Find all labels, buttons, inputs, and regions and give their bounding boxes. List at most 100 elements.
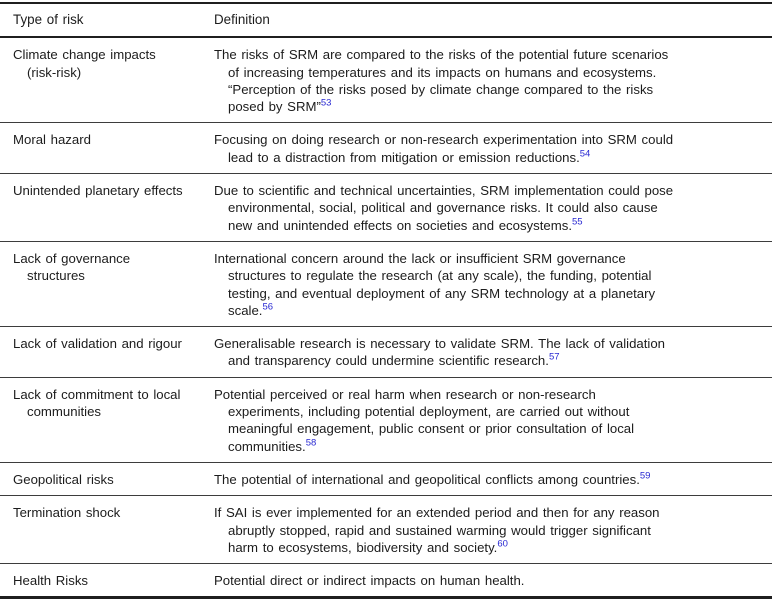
risk-type-text: Lack of governance (13, 250, 131, 266)
definition-cell: The potential of international and geopo… (214, 471, 772, 488)
definition-text: posed by SRM” (228, 99, 321, 115)
definition-text: Due to scientific and technical uncertai… (214, 183, 674, 199)
table-body: Climate change impacts (risk-risk) The ris… (0, 38, 772, 596)
definition-line: posed by SRM”53 (214, 98, 760, 115)
definition-line: harm to ecosystems, biodiversity and soc… (214, 539, 760, 556)
definition-line: lead to a distraction from mitigation or… (214, 149, 760, 166)
definition-line: International concern around the lack or… (214, 250, 760, 267)
definition-line: Potential perceived or real harm when re… (214, 386, 760, 403)
definition-line: The potential of international and geopo… (214, 471, 760, 488)
definition-text: Focusing on doing research or non-resear… (214, 132, 674, 148)
risk-type-line: (risk-risk) (13, 64, 208, 81)
definition-line: Focusing on doing research or non-resear… (214, 131, 760, 148)
risk-type-line: Lack of commitment to local (13, 386, 208, 403)
definition-line: and transparency could undermine scienti… (214, 352, 760, 369)
definition-text: testing, and eventual deployment of any … (228, 285, 656, 301)
definition-line: abruptly stopped, rapid and sustained wa… (214, 522, 760, 539)
reference-superscript: 60 (497, 538, 508, 550)
definition-text: “Perception of the risks posed by climat… (228, 81, 654, 97)
definition-cell: The risks of SRM are compared to the ris… (214, 46, 772, 115)
column-header-definition: Definition (214, 11, 772, 28)
risk-type-text: Lack of commitment to local (13, 386, 181, 402)
risk-type-line: Geopolitical risks (13, 471, 208, 488)
definition-text: Generalisable research is necessary to v… (214, 336, 666, 352)
definition-text: environmental, social, political and gov… (228, 200, 658, 216)
risk-type-cell: Climate change impacts (risk-risk) (0, 46, 214, 81)
definition-cell: Due to scientific and technical uncertai… (214, 182, 772, 234)
risk-type-text: Unintended planetary effects (13, 183, 183, 199)
definition-line: new and unintended effects on societies … (214, 217, 760, 234)
definition-line: experiments, including potential deploym… (214, 403, 760, 420)
table-row: Termination shock If SAI is ever implemen… (0, 495, 772, 563)
risk-type-text: communities (27, 404, 102, 420)
risk-type-cell: Lack of commitment to local communities (0, 386, 214, 421)
risk-type-cell: Geopolitical risks (0, 471, 214, 488)
definition-cell: Generalisable research is necessary to v… (214, 335, 772, 370)
definition-text: If SAI is ever implemented for an extend… (214, 505, 660, 521)
table-row: Lack of validation and rigour Generalisab… (0, 326, 772, 377)
reference-superscript: 59 (639, 470, 651, 482)
definition-text: experiments, including potential deploym… (228, 404, 630, 420)
risk-type-line: Unintended planetary effects (13, 182, 208, 199)
definition-text: scale. (228, 302, 263, 318)
table-header-row: Type of risk Definition (0, 4, 772, 39)
definition-line: Due to scientific and technical uncertai… (214, 182, 760, 199)
risk-type-cell: Lack of validation and rigour (0, 335, 214, 352)
table-row: Geopolitical risks The potential of inter… (0, 461, 772, 495)
definition-text: and transparency could undermine scienti… (228, 353, 549, 369)
definition-text: new and unintended effects on societies … (228, 217, 572, 233)
definition-cell: Potential direct or indirect impacts on … (214, 572, 772, 589)
definition-text: International concern around the lack or… (214, 250, 626, 266)
definition-text: communities. (228, 438, 306, 454)
risk-type-line: structures (13, 267, 208, 284)
definition-cell: If SAI is ever implemented for an extend… (214, 504, 772, 556)
table-row: Lack of commitment to local communities Po… (0, 376, 772, 462)
risk-type-cell: Lack of governance structures (0, 250, 214, 285)
risk-type-text: Geopolitical risks (13, 471, 114, 487)
definition-line: of increasing temperatures and its impac… (214, 64, 760, 81)
definition-line: “Perception of the risks posed by climat… (214, 81, 760, 98)
table-row: Lack of governance structures Internationa… (0, 240, 772, 326)
definition-line: If SAI is ever implemented for an extend… (214, 504, 760, 521)
definition-line: Generalisable research is necessary to v… (214, 335, 760, 352)
reference-superscript: 57 (548, 352, 560, 364)
risk-type-line: Health Risks (13, 572, 208, 589)
table-row: Moral hazard Focusing on doing research o… (0, 122, 772, 173)
column-header-label: Type of risk (13, 12, 84, 27)
definition-line: scale.56 (214, 302, 760, 319)
risk-type-text: Moral hazard (13, 132, 91, 148)
definition-line: Potential direct or indirect impacts on … (214, 572, 760, 589)
definition-line: structures to regulate the research (at … (214, 267, 760, 284)
risk-type-line: Lack of validation and rigour (13, 335, 208, 352)
risk-type-text: Health Risks (13, 573, 89, 589)
definition-text: harm to ecosystems, biodiversity and soc… (228, 539, 498, 555)
definition-line: environmental, social, political and gov… (214, 199, 760, 216)
risk-type-line: communities (13, 403, 208, 420)
reference-superscript: 55 (571, 216, 583, 228)
risk-type-text: Termination shock (13, 505, 121, 521)
definition-line: communities.58 (214, 438, 760, 455)
column-header-type-of-risk: Type of risk (0, 11, 214, 28)
column-header-label: Definition (214, 12, 270, 27)
definition-line: testing, and eventual deployment of any … (214, 285, 760, 302)
risk-type-cell: Unintended planetary effects (0, 182, 214, 199)
definition-cell: International concern around the lack or… (214, 250, 772, 319)
risk-type-text: (risk-risk) (27, 64, 82, 80)
reference-superscript: 53 (320, 97, 332, 109)
table-row: Unintended planetary effects Due to scien… (0, 173, 772, 241)
definition-text: Potential perceived or real harm when re… (214, 386, 596, 402)
risk-type-text: Climate change impacts (13, 47, 156, 63)
definition-line: meaningful engagement, public consent or… (214, 420, 760, 437)
definition-text: meaningful engagement, public consent or… (228, 421, 635, 437)
risk-type-line: Lack of governance (13, 250, 208, 267)
definition-text: The potential of international and geopo… (214, 471, 640, 487)
risk-type-text: Lack of validation and rigour (13, 336, 182, 352)
risk-type-line: Moral hazard (13, 131, 208, 148)
reference-superscript: 56 (262, 301, 274, 313)
risk-type-text: structures (27, 268, 85, 284)
risk-type-cell: Moral hazard (0, 131, 214, 148)
definition-cell: Potential perceived or real harm when re… (214, 386, 772, 455)
definition-cell: Focusing on doing research or non-resear… (214, 131, 772, 166)
risk-type-line: Termination shock (13, 504, 208, 521)
